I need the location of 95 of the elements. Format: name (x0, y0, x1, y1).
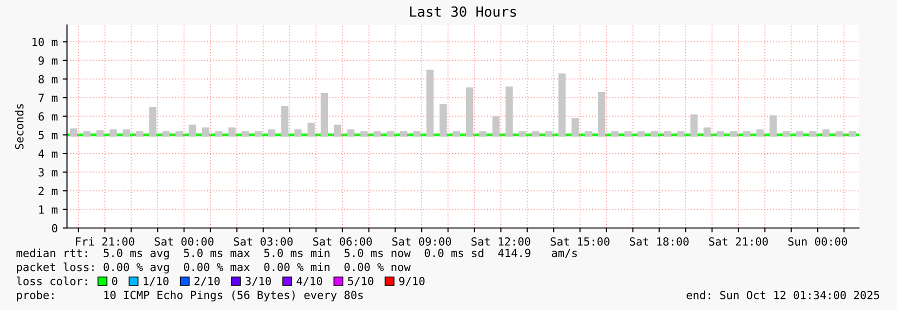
bar (308, 122, 315, 137)
x-tick-label: Sat 18:00 (630, 237, 689, 246)
bar (716, 131, 724, 137)
bar (426, 70, 434, 137)
legend-label: 1/10 (144, 276, 169, 286)
bar (83, 131, 90, 137)
legend-label: 9/10 (399, 276, 425, 286)
bar (294, 129, 302, 137)
y-tick-label: 10 m (32, 38, 58, 46)
bar (400, 131, 408, 137)
x-tick-label: Sat 03:00 (234, 237, 293, 246)
bar (770, 115, 777, 137)
bar (413, 131, 420, 137)
bar (598, 92, 606, 137)
y-tick-label: 3 m (38, 168, 58, 177)
bar (704, 127, 711, 137)
bar (650, 131, 658, 137)
bar (545, 131, 552, 137)
bar (254, 131, 262, 137)
bar (677, 131, 684, 137)
bar (584, 131, 592, 137)
bar (809, 131, 816, 137)
y-tick-label: 0 (52, 224, 58, 232)
bar (242, 131, 249, 137)
bar (374, 131, 381, 137)
bar (848, 131, 856, 137)
x-tick-label: Sat 12:00 (471, 237, 530, 246)
bar (347, 129, 354, 137)
y-tick-label: 5 m (38, 131, 58, 140)
bar (743, 131, 750, 137)
legend-title: loss color: (16, 276, 87, 286)
legend-label: 0 (112, 276, 118, 286)
legend-label: 2/10 (194, 276, 220, 286)
bar (518, 131, 526, 137)
bar (479, 131, 486, 137)
legend-label: 4/10 (296, 276, 322, 286)
bar (532, 131, 540, 137)
bar (690, 114, 698, 137)
bar (281, 106, 288, 137)
y-tick-label: 6 m (38, 112, 58, 121)
text: median rtt: 5.0 ms avg 5.0 ms max 5.0 ms min 5.0 ms now 0.0 ms sd 414.9 am/s (16, 248, 577, 260)
text: end: Sun Oct 12 01:34:00 2025 (686, 290, 880, 300)
bar (506, 86, 513, 137)
legend-label: 5/10 (348, 276, 374, 286)
bar (122, 129, 130, 137)
x-tick-label: Sat 15:00 (550, 237, 610, 246)
bar (268, 129, 276, 137)
text: packet loss: 0.00 % avg 0.00 % max 0.00 % min 0.00 % now (17, 262, 411, 274)
bar (386, 131, 394, 137)
bar (782, 131, 790, 137)
bar (110, 129, 117, 137)
y-tick-label: 7 m (38, 94, 58, 102)
bar (836, 131, 843, 137)
bar (320, 92, 328, 137)
bar (756, 129, 764, 137)
bar (96, 130, 104, 137)
x-tick-label: Sat 09:00 (392, 237, 452, 246)
bar (822, 129, 830, 137)
bar (730, 131, 738, 137)
bar (215, 131, 222, 137)
bar (228, 127, 236, 137)
bar (638, 131, 645, 137)
bar (202, 127, 210, 137)
y-tick-label: 8 m (38, 75, 58, 84)
x-tick-label: Sat 21:00 (709, 237, 768, 246)
x-tick-label: Sat 00:00 (154, 237, 214, 246)
y-tick-label: 2 m (38, 186, 58, 196)
bar (188, 124, 196, 137)
x-tick-label: Sun 00:00 (788, 237, 848, 246)
bar (558, 73, 566, 137)
bar (440, 104, 447, 137)
bar (334, 124, 342, 137)
bar (664, 131, 672, 137)
bar (149, 106, 156, 137)
y-tick-label: 4 m (38, 150, 58, 158)
bar (452, 131, 460, 137)
bar (624, 131, 632, 137)
y-axis-title: Seconds (14, 104, 24, 150)
bar (136, 131, 144, 137)
y-tick-label: 9 m (38, 56, 58, 65)
bar (360, 131, 368, 137)
bar (492, 116, 500, 137)
x-tick-label: Sat 06:00 (313, 237, 372, 246)
bar (162, 131, 170, 137)
x-tick-label: Fri 21:00 (76, 237, 134, 246)
bar (466, 87, 474, 137)
bar (70, 128, 78, 137)
text: probe: 10 ICMP Echo Pings (56 Bytes) every 80s (17, 290, 363, 302)
bar (611, 131, 618, 137)
bar (796, 131, 804, 137)
chart-title: Last 30 Hours (410, 6, 516, 17)
y-tick-label: 1 m (39, 206, 58, 214)
bar (176, 131, 183, 137)
legend-label: 3/10 (246, 276, 271, 286)
bar (572, 118, 579, 137)
